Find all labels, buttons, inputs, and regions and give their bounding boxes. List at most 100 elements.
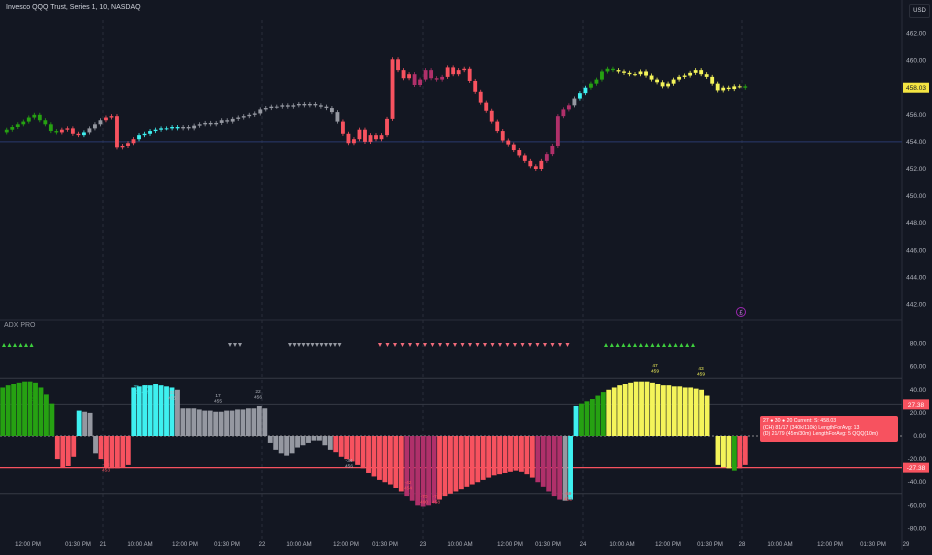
candle-body: [4, 129, 9, 133]
currency-button[interactable]: USD: [909, 4, 930, 18]
candle-body: [291, 105, 296, 107]
price-axis-tick: 446.00: [906, 247, 926, 254]
candle-body: [561, 109, 566, 117]
histogram-bar: [185, 408, 191, 436]
histogram-bar: [98, 436, 104, 460]
candle-body: [462, 68, 467, 71]
time-axis-label: 10:00 AM: [127, 542, 152, 548]
time-axis-label: 10:00 AM: [286, 542, 311, 548]
histogram-bar: [480, 436, 486, 480]
candle-body: [467, 68, 472, 81]
time-axis-label: 01:30 PM: [214, 542, 240, 548]
candle-body: [341, 121, 345, 134]
candle-body: [236, 117, 241, 119]
histogram-bar: [622, 384, 628, 436]
annotation-price: 455: [29, 397, 37, 403]
histogram-bar: [458, 436, 464, 490]
histogram-bar: [393, 436, 399, 488]
histogram-bar: [535, 436, 541, 483]
candle-body: [153, 129, 158, 132]
candle-body: [677, 76, 682, 80]
time-axis-label: 10:00 AM: [447, 542, 472, 548]
candle-body: [649, 75, 654, 80]
price-axis-tick: 454.00: [906, 139, 926, 146]
signal-up-marker: [656, 343, 661, 347]
histogram-bar: [398, 436, 404, 492]
signal-up-marker: [621, 343, 626, 347]
histogram-bar: [382, 436, 388, 483]
candle-body: [495, 121, 500, 132]
candle-body: [65, 128, 70, 130]
candle-body: [208, 122, 213, 125]
candle-body: [401, 70, 406, 79]
candle-body: [671, 79, 676, 84]
histogram-bar: [557, 436, 563, 500]
time-axis-label: 01:30 PM: [372, 542, 398, 548]
price-axis-tick: 442.00: [906, 301, 926, 308]
histogram-bar: [595, 395, 601, 436]
histogram-bar: [502, 436, 508, 473]
signal-down-marker: [528, 343, 532, 347]
histogram-bar: [628, 382, 634, 436]
histogram-bar: [704, 395, 710, 436]
annotation-value: -28: [103, 462, 110, 468]
time-axis-label: 12:00 PM: [655, 542, 681, 548]
annotation-value: 22: [255, 389, 261, 395]
time-axis-label: 22: [259, 542, 266, 548]
histogram-bar: [633, 381, 639, 436]
annotation-value: 28: [30, 391, 36, 397]
candle-body: [142, 133, 147, 136]
candle-body: [423, 70, 428, 80]
histogram-bar: [551, 436, 557, 497]
signal-up-marker: [609, 343, 614, 347]
candle-body: [186, 127, 191, 129]
histogram-bar: [726, 436, 732, 469]
annotation-price: 460: [420, 500, 428, 506]
histogram-bar: [289, 436, 295, 454]
histogram-bar: [175, 389, 180, 436]
histogram-bar: [600, 392, 606, 436]
candle-body: [159, 128, 163, 130]
price-axis-tick: 460.00: [906, 58, 926, 65]
time-axis-label: 12:00 PM: [333, 542, 359, 548]
candle-body: [666, 83, 671, 87]
histogram-bar: [256, 405, 262, 436]
signal-up-marker: [691, 343, 695, 347]
time-axis-label: 01:30 PM: [535, 542, 561, 548]
candle-body: [269, 106, 274, 109]
candle-body: [616, 70, 621, 72]
signal-down-marker: [400, 343, 405, 347]
histogram-bar: [742, 436, 748, 465]
candle-body: [225, 120, 230, 122]
histogram-bar: [688, 387, 694, 436]
signal-up-marker: [673, 343, 678, 347]
annotation-price: 456: [254, 395, 262, 401]
symbol-title: Invesco QQQ Trust, Series 1, 10, NASDAQ: [6, 4, 141, 11]
annotation-price: 453: [102, 468, 110, 474]
symbol-circle-icon-label: £: [739, 311, 743, 317]
candle-body: [434, 78, 439, 80]
annotation-value: -59: [565, 491, 572, 497]
histogram-bar: [229, 410, 235, 436]
signal-up-marker: [650, 343, 655, 347]
candle-body: [54, 131, 59, 133]
symbol-circle-icon: [736, 307, 746, 317]
candle-body: [181, 127, 186, 129]
signal-down-marker: [315, 343, 319, 347]
adx-value-badge-upper: [903, 399, 929, 410]
candle-body: [296, 103, 301, 106]
annotation-value: 17: [215, 393, 221, 399]
adx-value-upper: 27.38: [908, 402, 925, 409]
adx-axis-tick: 20.00: [910, 410, 927, 417]
histogram-bar: [147, 385, 153, 436]
histogram-bar: [43, 394, 49, 436]
price-axis-tick: 450.00: [906, 193, 926, 200]
annotation-price: 454: [404, 486, 412, 492]
tooltip-line-1: 27 ● 30 ● 20 Current: S: 458.03: [763, 418, 837, 424]
histogram-bar: [650, 382, 655, 436]
histogram-bar: [311, 436, 317, 441]
time-axis-label: 12:00 PM: [172, 542, 198, 548]
adx-axis-tick: 0.00: [913, 433, 926, 440]
